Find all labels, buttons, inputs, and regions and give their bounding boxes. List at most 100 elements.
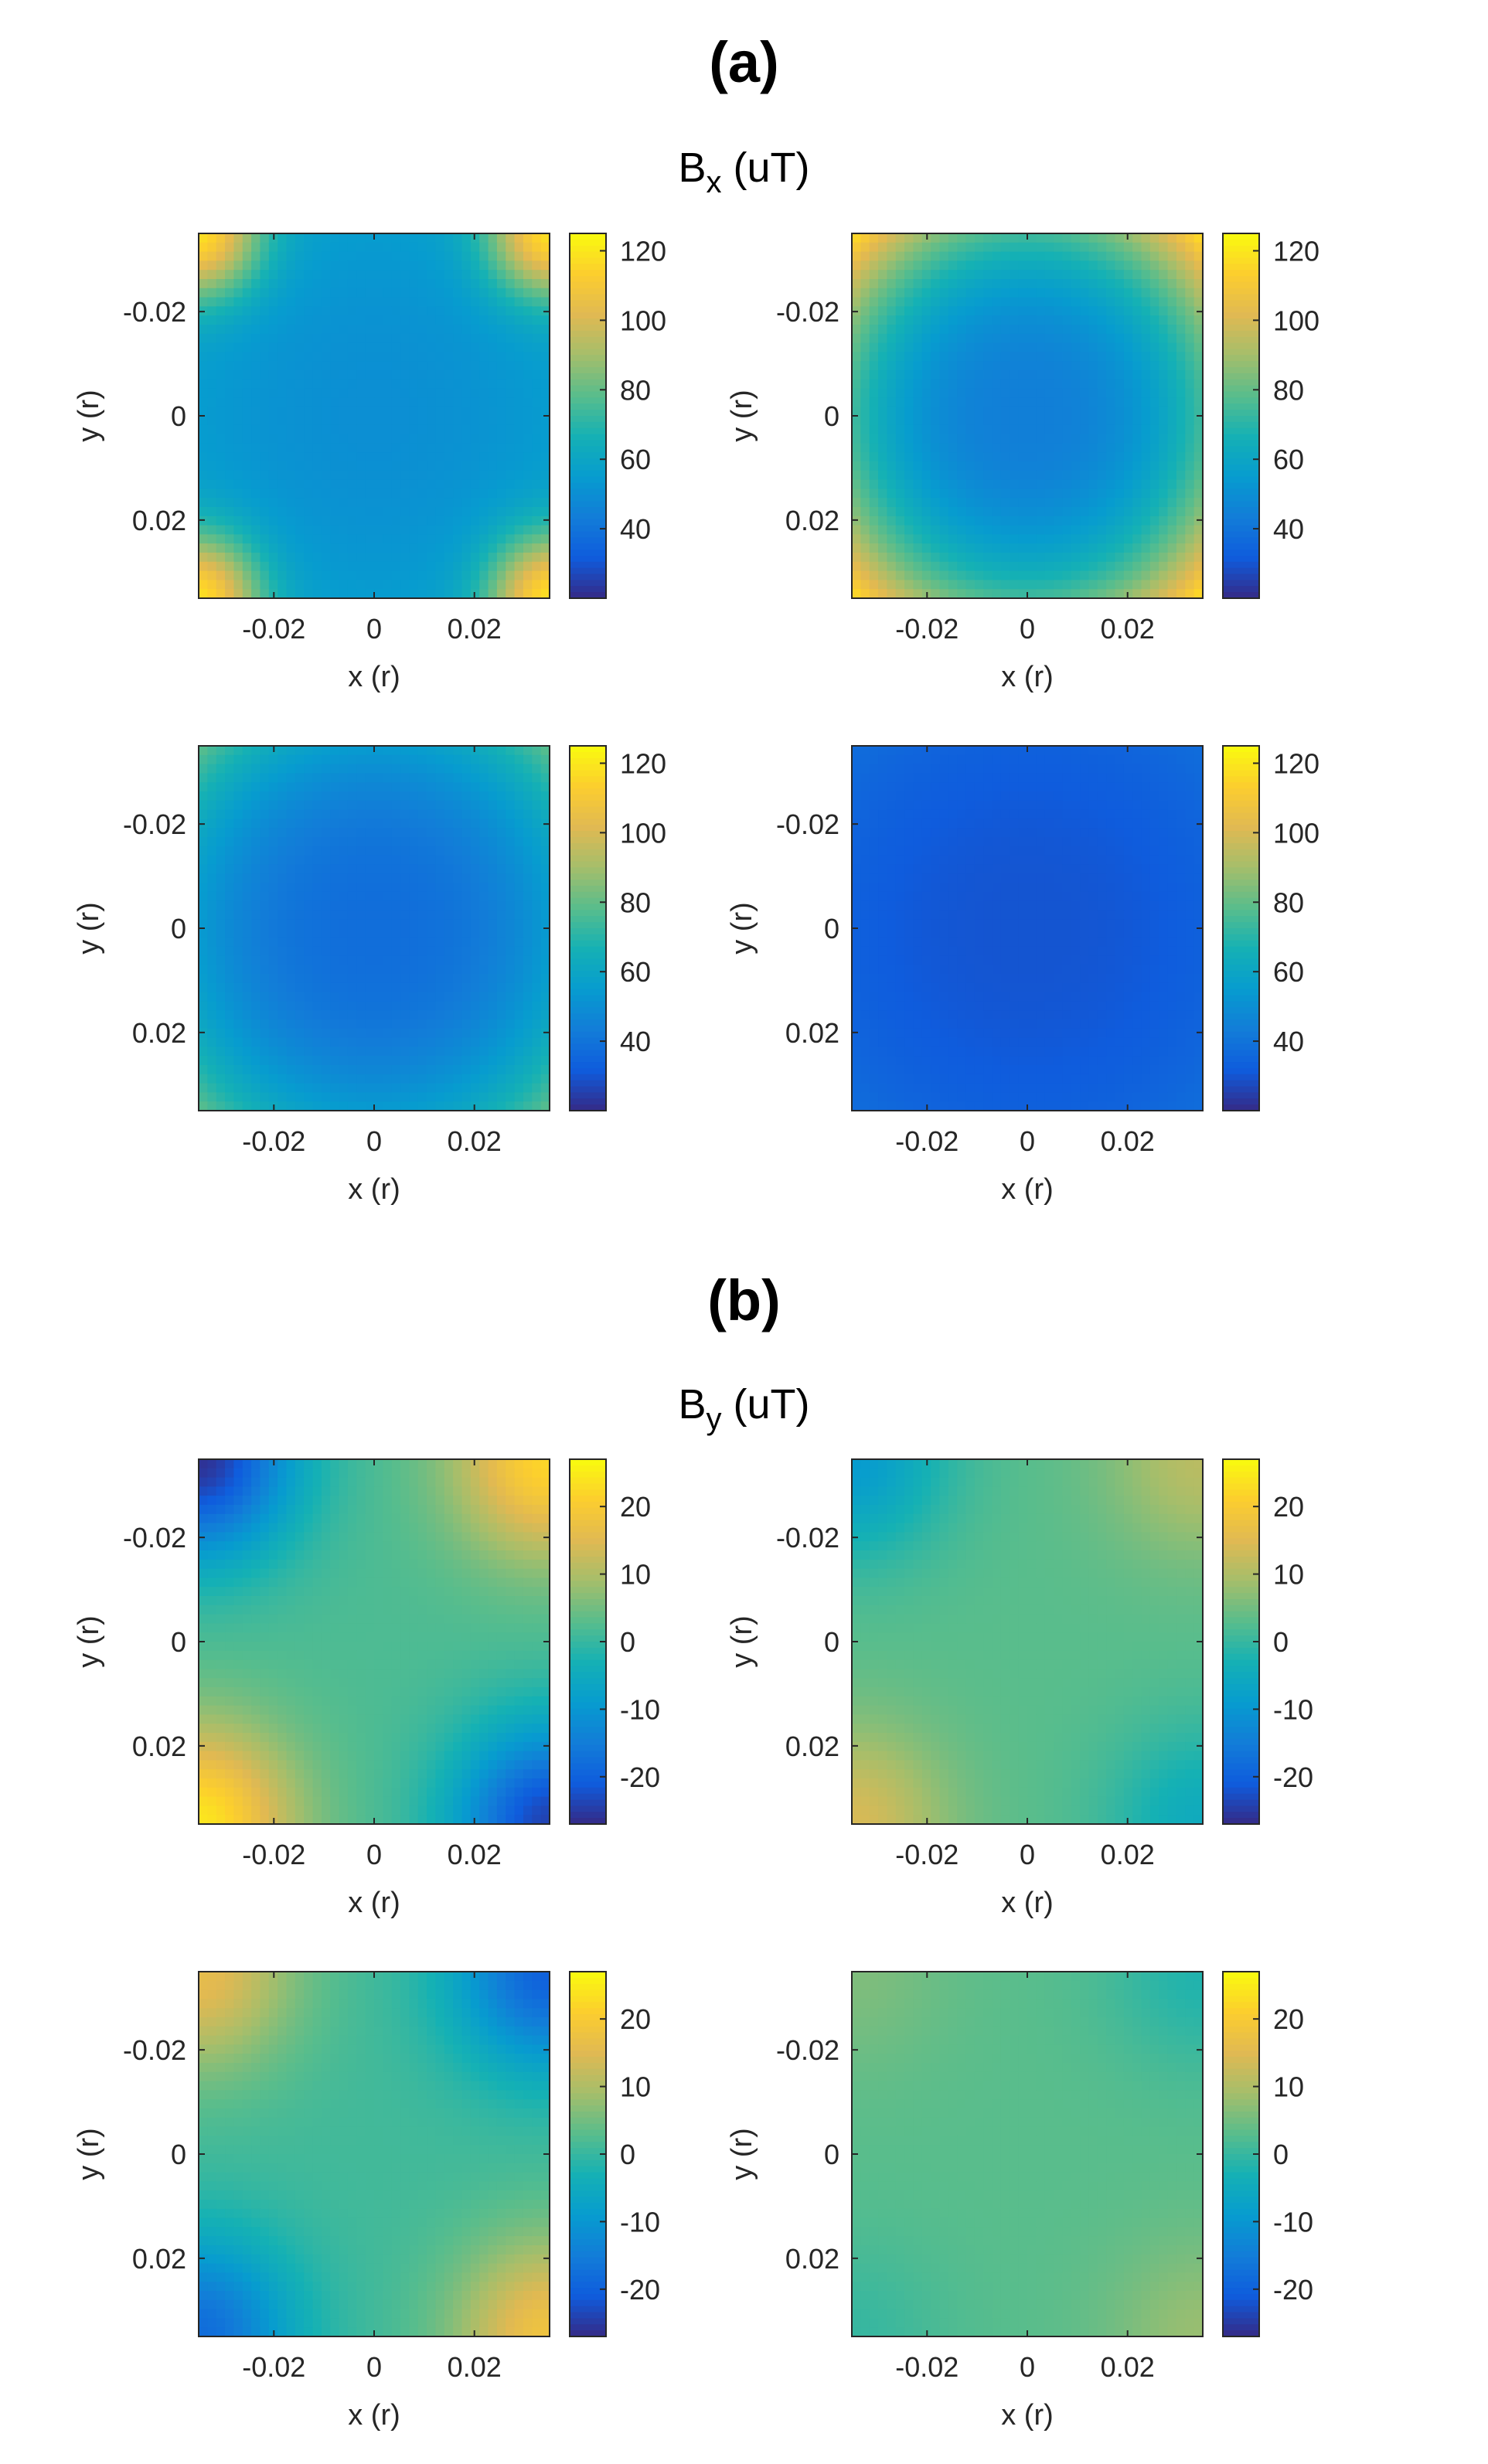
heatmap-cell	[1193, 553, 1204, 563]
colorbar-segment	[570, 561, 606, 569]
heatmap-cell	[514, 1028, 524, 1039]
heatmap-cell	[965, 470, 976, 481]
heatmap-cell	[1054, 407, 1063, 417]
heatmap-cell	[523, 543, 533, 553]
heatmap-cell	[242, 233, 252, 243]
heatmap-cell	[339, 937, 349, 948]
heatmap-cell	[869, 498, 879, 508]
heatmap-cell	[330, 233, 340, 243]
heatmap-cell	[514, 333, 524, 344]
heatmap-cell	[225, 1001, 234, 1011]
heatmap-cell	[199, 370, 208, 380]
heatmap-cell	[312, 416, 322, 426]
heatmap-cell	[295, 251, 305, 261]
heatmap-cell	[356, 379, 366, 390]
heatmap-cell	[260, 315, 270, 325]
heatmap-cell	[948, 507, 958, 517]
heatmap-cell	[400, 397, 410, 407]
heatmap-cell	[506, 782, 516, 792]
heatmap-cell	[895, 498, 905, 508]
heatmap-cell	[417, 1028, 427, 1039]
heatmap-cell	[409, 818, 419, 829]
heatmap-cell	[514, 883, 524, 893]
heatmap-cell	[921, 370, 931, 380]
heatmap-cell	[383, 1001, 393, 1011]
heatmap-cell	[321, 873, 331, 883]
heatmap-cell	[506, 352, 516, 362]
heatmap-cell	[312, 370, 322, 380]
heatmap-cell	[242, 864, 252, 874]
heatmap-cell	[199, 424, 208, 435]
heatmap-cell	[461, 543, 472, 553]
heatmap-cell	[260, 773, 270, 783]
heatmap-cell	[400, 782, 410, 792]
heatmap-cell	[1036, 443, 1046, 453]
heatmap-cell	[216, 397, 226, 407]
heatmap-cell	[260, 507, 270, 517]
heatmap-cell	[427, 1028, 437, 1039]
heatmap-cell	[321, 498, 331, 508]
heatmap-cell	[400, 965, 410, 975]
heatmap-cell	[895, 270, 905, 280]
heatmap-cell	[496, 1065, 506, 1075]
heatmap-cell	[878, 251, 887, 261]
heatmap-cell	[931, 580, 941, 590]
heatmap-cell	[216, 1056, 226, 1066]
heatmap-cell	[453, 488, 463, 499]
heatmap-cell	[347, 873, 357, 883]
heatmap-cell	[523, 379, 533, 390]
heatmap-cell	[207, 315, 217, 325]
heatmap-cell	[496, 791, 506, 801]
heatmap-cell	[983, 379, 993, 390]
heatmap-cell	[1115, 525, 1125, 535]
heatmap-cell	[286, 479, 296, 489]
heatmap-cell	[339, 580, 349, 590]
heatmap-cell	[242, 1019, 252, 1030]
heatmap-cell	[347, 1092, 357, 1102]
heatmap-cell	[233, 407, 243, 417]
heatmap-cell	[391, 388, 401, 398]
heatmap-cell	[295, 407, 305, 417]
heatmap-cell	[330, 1028, 340, 1039]
heatmap-cell	[199, 516, 208, 526]
heatmap-cell	[233, 561, 243, 572]
heatmap-cell	[1159, 370, 1169, 380]
heatmap-cell	[878, 242, 887, 253]
heatmap-cell	[532, 1101, 542, 1111]
heatmap-cell	[427, 818, 437, 829]
heatmap-cell	[1149, 516, 1159, 526]
colorbar-box	[1222, 233, 1260, 599]
heatmap-cell	[312, 782, 322, 792]
heatmap-cell	[347, 846, 357, 856]
heatmap-cell	[1080, 233, 1090, 243]
heatmap-cell	[444, 279, 454, 289]
heatmap-cell	[540, 297, 550, 307]
heatmap-cell	[939, 507, 949, 517]
colorbar-segment	[570, 270, 606, 277]
heatmap-cell	[1036, 306, 1046, 316]
heatmap-cell	[453, 333, 463, 344]
heatmap-cell	[1115, 242, 1125, 253]
heatmap-cell	[895, 553, 905, 563]
heatmap-cell	[391, 270, 401, 280]
heatmap-cell	[506, 828, 516, 838]
heatmap-cell	[251, 818, 261, 829]
heatmap-cell	[1149, 260, 1159, 271]
heatmap-cell	[400, 525, 410, 535]
heatmap-cell	[1115, 570, 1125, 580]
heatmap-cell	[1193, 342, 1204, 352]
heatmap-cell	[400, 479, 410, 489]
heatmap-cell	[532, 470, 542, 481]
heatmap-cell	[383, 407, 393, 417]
heatmap-cell	[1088, 397, 1098, 407]
heatmap-cell	[532, 306, 542, 316]
heatmap-cell	[251, 397, 261, 407]
heatmap-cell	[453, 1083, 463, 1093]
heatmap-cell	[216, 946, 226, 956]
heatmap-cell	[470, 965, 480, 975]
heatmap-cell	[427, 883, 437, 893]
heatmap-cell	[216, 416, 226, 426]
heatmap-cell	[948, 534, 958, 544]
colorbar-segment	[570, 336, 606, 344]
heatmap-cell	[427, 589, 437, 599]
